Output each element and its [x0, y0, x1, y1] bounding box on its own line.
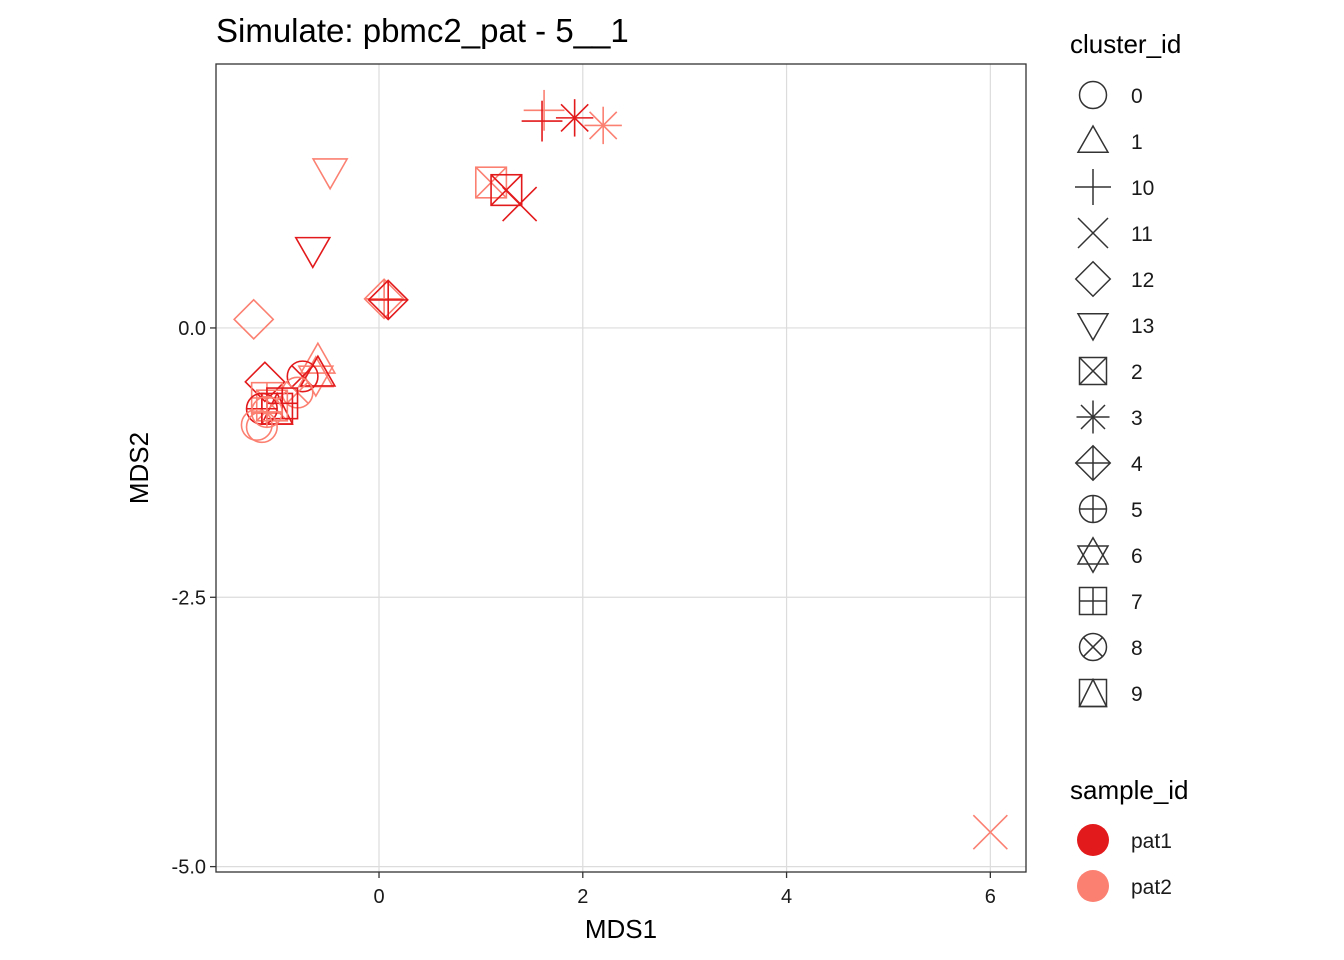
legend-sample-label: pat2	[1131, 876, 1172, 899]
legend-sample-title: sample_id	[1070, 775, 1189, 805]
legend-cluster-label: 8	[1131, 637, 1143, 660]
legend-cluster-item: 12	[1074, 260, 1154, 298]
legend-cluster-item: 2	[1078, 356, 1143, 386]
y-tick-label: 0.0	[178, 318, 206, 340]
star-of-david-icon	[1076, 536, 1110, 574]
square-cross-icon	[1078, 356, 1108, 386]
data-point	[250, 395, 284, 429]
plot-panel	[215, 63, 1027, 873]
legend-cluster-item: 9	[1078, 677, 1143, 708]
legend-cluster-label: 12	[1131, 269, 1154, 292]
data-point	[299, 341, 337, 374]
triangle-down-icon	[1076, 313, 1110, 342]
data-point	[523, 89, 565, 131]
legend-sample-label: pat1	[1131, 830, 1172, 853]
legend-cluster-label: 13	[1131, 315, 1154, 338]
legend-cluster-item: 13	[1076, 313, 1154, 342]
legend-color-swatch	[1077, 870, 1109, 902]
x-tick-label: 6	[985, 886, 996, 908]
diamond-plus-icon	[1074, 444, 1112, 482]
circle-icon	[1078, 80, 1108, 110]
legend-cluster-item: 11	[1077, 217, 1153, 249]
x-axis-title: MDS1	[585, 914, 657, 944]
legend-cluster-item: 6	[1076, 536, 1143, 574]
legend-cluster-label: 2	[1131, 361, 1143, 384]
legend-cluster-item: 3	[1076, 400, 1143, 434]
legend-cluster-item: 0	[1078, 80, 1143, 110]
cross-icon	[1077, 217, 1109, 249]
triangle-up-icon	[1076, 124, 1110, 153]
circle-cross-icon	[1078, 632, 1108, 662]
legend-cluster-label: 3	[1131, 407, 1143, 430]
x-tick-label: 2	[577, 886, 588, 908]
data-point	[233, 298, 275, 341]
data-point	[367, 279, 409, 321]
legend-cluster-item: 1	[1076, 124, 1143, 154]
data-point	[584, 106, 622, 145]
legend-cluster-label: 11	[1131, 223, 1153, 246]
legend-cluster-item: 10	[1075, 169, 1154, 205]
data-point	[240, 408, 273, 442]
data-point	[363, 278, 405, 320]
chart-title: Simulate: pbmc2_pat - 5__1	[216, 12, 629, 49]
legend-cluster: 0 1 10 11 12 13 2 3 4 5 6 7 8 9	[1074, 80, 1154, 708]
legend-cluster-label: 0	[1131, 85, 1143, 108]
diamond-icon	[1074, 260, 1112, 298]
y-tick-label: -5.0	[172, 857, 206, 879]
legend-sample-item: pat2	[1077, 870, 1172, 902]
legend-cluster-label: 4	[1131, 453, 1143, 476]
data-point	[299, 354, 337, 387]
data-point	[294, 236, 332, 269]
legend-cluster-label: 7	[1131, 591, 1143, 614]
data-point	[521, 100, 563, 142]
x-tick-label: 4	[781, 886, 792, 908]
legend-color-swatch	[1077, 824, 1109, 856]
legend-cluster-label: 1	[1131, 131, 1143, 154]
data-point	[311, 158, 349, 191]
legend-cluster-item: 8	[1078, 632, 1143, 662]
legend-cluster-label: 6	[1131, 545, 1143, 568]
legend-cluster-item: 4	[1074, 444, 1143, 482]
data-point	[244, 361, 286, 403]
square-triangle-icon	[1078, 677, 1108, 708]
y-axis-title: MDS2	[124, 432, 154, 504]
legend-sample: pat1 pat2	[1077, 824, 1172, 902]
legend-cluster-label: 10	[1131, 177, 1154, 200]
gridlines	[216, 64, 1026, 872]
legend-sample-item: pat1	[1077, 824, 1172, 856]
x-tick-label: 0	[373, 886, 384, 908]
legend-cluster-label: 5	[1131, 499, 1143, 522]
data-point	[555, 99, 594, 137]
circle-plus-icon	[1078, 494, 1108, 524]
asterisk-icon	[1076, 400, 1110, 434]
data-point	[972, 814, 1008, 850]
data-point	[297, 355, 335, 398]
plus-icon	[1075, 169, 1111, 205]
legend-cluster-item: 7	[1078, 586, 1143, 616]
legend-cluster-label: 9	[1131, 683, 1143, 706]
axes: 0 2 4 6 0.0 -2.5 -5.0	[172, 318, 996, 908]
square-plus-icon	[1078, 586, 1108, 616]
data-point	[502, 186, 538, 222]
legend-cluster-item: 5	[1078, 494, 1143, 524]
data-points	[233, 89, 1008, 850]
legend-cluster-title: cluster_id	[1070, 29, 1181, 59]
y-tick-label: -2.5	[172, 587, 206, 609]
